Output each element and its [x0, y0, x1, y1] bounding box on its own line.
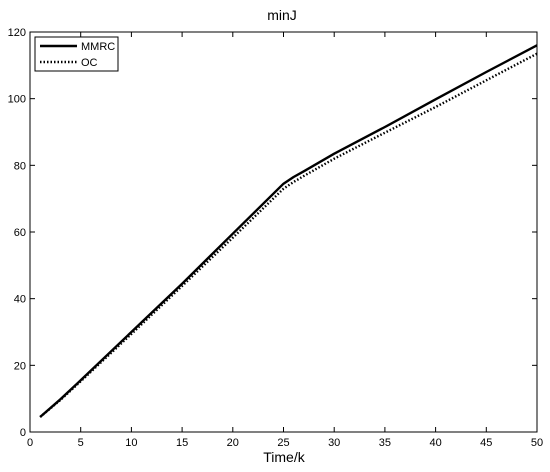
chart-title: minJ: [267, 7, 297, 23]
x-tick-label: 40: [429, 437, 441, 449]
plot-area: [29, 31, 538, 433]
x-tick-label: 20: [227, 437, 239, 449]
x-axis-label: Time/k: [263, 449, 305, 465]
y-tick-label: 100: [8, 94, 26, 106]
y-tick-label: 60: [14, 227, 26, 239]
legend: MMRC OC: [34, 36, 119, 72]
legend-label-oc: OC: [81, 57, 98, 69]
y-tick-label: 0: [20, 427, 26, 439]
y-tick-label: 40: [14, 294, 26, 306]
y-axis-ticks: 0 20 40 60 80 100 120: [8, 27, 537, 439]
x-tick-label: 10: [125, 437, 137, 449]
x-tick-label: 45: [480, 437, 492, 449]
x-tick-label: 0: [27, 437, 33, 449]
x-axis-ticks: 0 5 10 15 20 25 30 35 40 45 50: [27, 32, 543, 449]
y-tick-label: 120: [8, 27, 26, 39]
y-tick-label: 80: [14, 160, 26, 172]
x-tick-label: 50: [531, 437, 543, 449]
x-tick-label: 15: [176, 437, 188, 449]
series-line-mmrc: [39, 44, 538, 418]
legend-box: [34, 36, 119, 72]
x-tick-label: 30: [328, 437, 340, 449]
y-tick-label: 20: [14, 360, 26, 372]
series-line-oc: [39, 52, 538, 418]
series-lines: [39, 44, 538, 418]
x-tick-label: 35: [379, 437, 391, 449]
legend-label-mmrc: MMRC: [81, 41, 115, 53]
x-tick-label: 5: [78, 437, 84, 449]
x-tick-label: 25: [277, 437, 289, 449]
